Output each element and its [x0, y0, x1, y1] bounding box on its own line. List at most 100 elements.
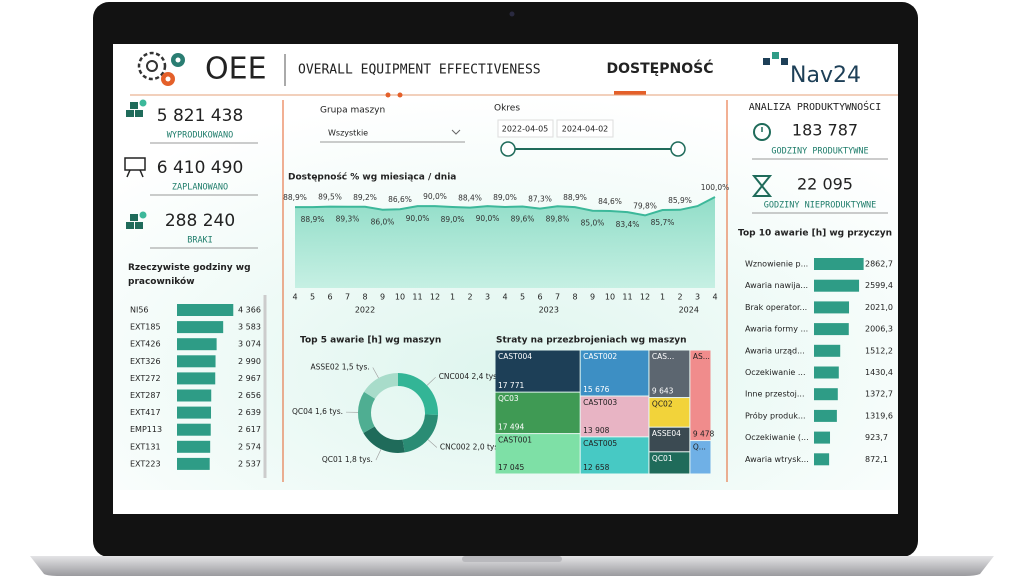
slider-handle[interactable] [500, 141, 516, 157]
bar [814, 431, 831, 444]
treemap-cell [690, 350, 711, 441]
kpi-label: GODZINY PRODUKTYWNE [771, 147, 868, 157]
active-tab[interactable]: DOSTĘPNOŚĆ [607, 59, 714, 77]
date-box[interactable] [497, 119, 554, 138]
treemap-cell [495, 350, 580, 392]
gear-small-hub [175, 57, 181, 63]
date-end[interactable]: 2024-04-02 [562, 125, 609, 134]
category-label: QC01 [322, 455, 343, 464]
data-label: 88,9% [283, 193, 307, 202]
kpi-icon [124, 157, 146, 178]
logo-square [781, 58, 788, 65]
leader-line [426, 376, 436, 386]
data-label: 86,0% [371, 218, 395, 227]
treemap-cell [690, 441, 711, 474]
icon-leg [139, 169, 144, 178]
bar [177, 355, 216, 368]
logo: Nav24 [790, 63, 861, 88]
data-label: 85,0% [581, 219, 605, 228]
value-label: 2 617 [238, 425, 261, 434]
value-label: 2 537 [238, 459, 261, 468]
chart-title: Dostępność % wg miesiąca / dnia [288, 172, 456, 183]
category-label: EXT417 [130, 408, 161, 417]
category-label: ASSE02 [310, 363, 339, 372]
leader-line [375, 449, 382, 461]
cell-label: AS... [693, 352, 710, 361]
dropdown-value[interactable]: Wszystkie [328, 129, 368, 138]
x-tick-label: 2 [677, 293, 682, 302]
data-label: 89,0% [493, 193, 517, 202]
bar [177, 304, 234, 316]
category-label: Awaria nawija... [745, 281, 808, 290]
page-dot[interactable] [385, 92, 391, 98]
treemap-cell [649, 350, 690, 398]
gear-icon [137, 51, 185, 86]
treemap-cell [580, 437, 649, 474]
bar [177, 457, 210, 470]
category-label: CNC002 [440, 443, 471, 452]
section-title: ANALIZA PRODUKTYWNOŚCI [749, 100, 881, 113]
icon-box [130, 214, 138, 221]
x-tick-label: 6 [327, 293, 332, 302]
value-label: 2006,3 [865, 325, 893, 334]
camera [509, 11, 515, 17]
cell-label: CAST003 [583, 398, 617, 407]
category-label: Awaria formy ... [745, 325, 808, 334]
chart-title: Straty na przezbrojeniach wg maszyn [496, 336, 687, 346]
x-tick-label: 9 [590, 293, 595, 302]
x-tick-label: 11 [412, 293, 422, 302]
area [295, 197, 715, 288]
cell-label: CAST001 [498, 436, 532, 445]
icon-board [124, 157, 146, 171]
year-label: 2024 [679, 306, 699, 315]
date-start[interactable]: 2022-04-05 [502, 125, 549, 134]
kpi-value: 6 410 490 [157, 158, 244, 178]
x-tick-label: 9 [380, 293, 385, 302]
value-label: 2,0 tys. [473, 443, 501, 452]
category-label: EXT426 [130, 340, 161, 349]
data-label: 89,0% [441, 215, 465, 224]
cell-value: 17 494 [498, 423, 524, 432]
data-label: 89,8% [546, 214, 570, 223]
category-label: Próby produk... [745, 410, 806, 420]
value-label: 1,6 tys. [315, 407, 343, 416]
data-label: 89,3% [336, 215, 360, 224]
data-label: 86,6% [388, 195, 412, 204]
slider-handle[interactable] [670, 141, 686, 157]
value-label: 1430,4 [865, 368, 893, 377]
value-label: 2862,7 [865, 260, 893, 269]
x-tick-label: 1 [660, 293, 665, 302]
gear-orange-hub [165, 76, 171, 82]
value-label: 1,5 tys. [342, 363, 370, 372]
base-notch [462, 556, 562, 562]
treemap-cell [649, 452, 690, 474]
treemap-cell [580, 396, 649, 437]
logo-mark [763, 52, 788, 65]
x-tick-label: 4 [502, 293, 507, 302]
category-label: EMP113 [130, 425, 162, 434]
leader-line [427, 439, 438, 448]
value-label: 3 074 [238, 340, 261, 349]
value-label: 3 583 [238, 323, 261, 332]
category-label: Wznowienie p... [745, 260, 808, 269]
x-tick-label: 12 [640, 293, 650, 302]
page-dot[interactable] [397, 92, 403, 98]
cell-label: CAST005 [583, 439, 617, 448]
kpi-value: 288 240 [165, 211, 235, 231]
category-label: EXT287 [130, 391, 161, 400]
icon-badge [139, 211, 147, 219]
chart-title: Rzeczywiste godziny wg pracowników [128, 263, 251, 287]
treemap-cell [495, 434, 580, 474]
kpi-icon [126, 211, 147, 229]
dropdown-chevron[interactable] [451, 129, 461, 135]
bar [814, 279, 860, 292]
value-label: 1372,7 [865, 390, 893, 399]
category-label: NI56 [130, 306, 149, 315]
value-label: 1319,6 [865, 411, 893, 420]
value-label: 2 967 [238, 374, 261, 383]
value-label: 1512,2 [865, 346, 893, 355]
date-box[interactable] [556, 119, 614, 138]
donut-label: CNC002 2,0 tys. [440, 443, 501, 452]
cell-label: QC01 [652, 454, 673, 463]
